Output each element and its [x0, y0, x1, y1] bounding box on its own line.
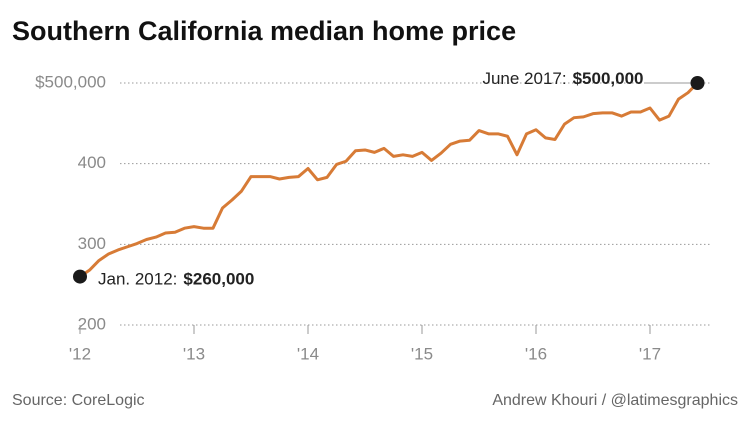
x-tick-label: '15 [411, 344, 433, 363]
endpoint-dot [73, 269, 87, 284]
chart-title: Southern California median home price [12, 16, 516, 46]
y-tick-label: 400 [78, 153, 106, 172]
annotation-value: $500,000 [573, 69, 644, 88]
annotation: Jan. 2012: $260,000 [98, 270, 254, 289]
y-tick-label: 200 [78, 314, 106, 333]
y-tick-label: $500,000 [35, 72, 106, 91]
source: Source: CoreLogic [12, 392, 145, 409]
x-tick-label: '14 [297, 344, 319, 363]
line [79, 81, 699, 278]
annotation-label: June 2017: [482, 69, 566, 88]
credit: Andrew Khouri / @latimesgraphics [492, 392, 738, 409]
annotation-value: $260,000 [183, 270, 254, 289]
y-tick-label: 300 [78, 234, 106, 253]
x-tick-label: '13 [183, 344, 205, 363]
annotation: June 2017: $500,000 [482, 69, 643, 88]
annotation-label: Jan. 2012: [98, 270, 177, 289]
x-tick-label: '17 [639, 344, 661, 363]
x-tick-label: '12 [69, 344, 91, 363]
x-tick-label: '16 [525, 344, 547, 363]
endpoint-dot [690, 76, 705, 90]
